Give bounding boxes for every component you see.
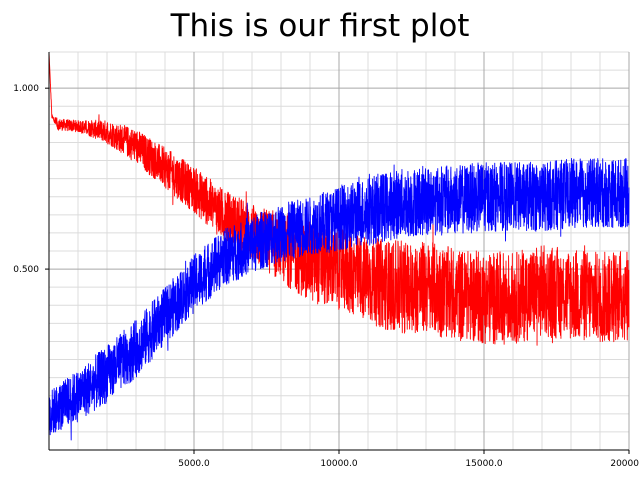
y-tick-label: 1.000 bbox=[13, 84, 39, 94]
y-tick-label: 0.500 bbox=[13, 265, 39, 275]
series-line-0 bbox=[48, 51, 630, 346]
x-tick-label: 20000 bbox=[610, 459, 639, 469]
chart-title: This is our first plot bbox=[170, 8, 470, 44]
x-tick-label: 10000.0 bbox=[320, 459, 357, 469]
series-line-1 bbox=[48, 157, 630, 441]
x-tick-label: 5000.0 bbox=[178, 459, 210, 469]
x-tick-label: 15000.0 bbox=[465, 459, 502, 469]
series-layer bbox=[48, 51, 630, 441]
tick-layer: 5000.0 10000.0 15000.0 20000 0.500 1.000 bbox=[13, 84, 639, 469]
